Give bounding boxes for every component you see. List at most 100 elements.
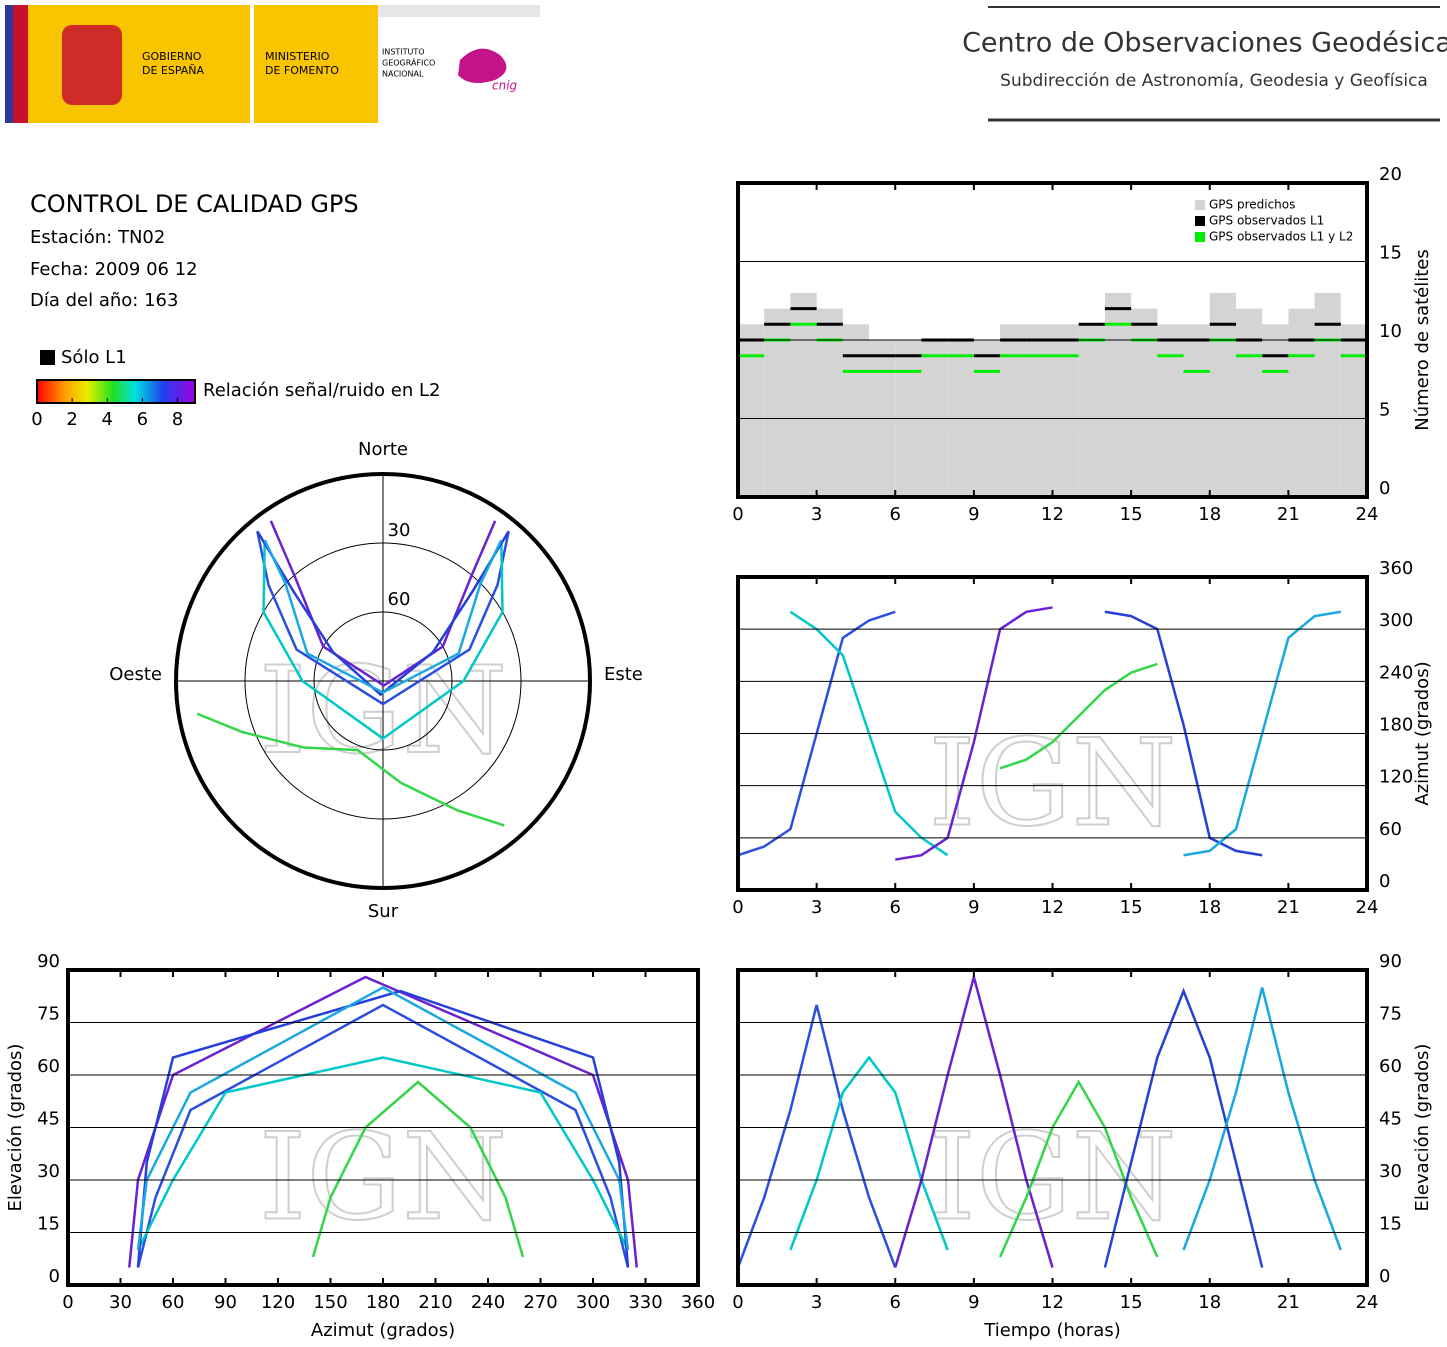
plot-frame [736,181,1369,499]
y-tick-label: 60 [1379,819,1402,840]
y-axis-label: Número de satélites [1412,249,1433,431]
x-tick-label: 0 [732,897,743,918]
colorbar-tick-label: 4 [101,409,112,430]
plot-frame [66,968,700,1287]
x-tick-label: 6 [890,897,901,918]
x-tick-label: 90 [214,1292,237,1313]
colorbar-tick-label: 0 [31,409,42,430]
y-tick-label: 30 [37,1161,60,1182]
legend-swatch [1195,216,1205,226]
x-tick-label: 150 [313,1292,347,1313]
x-tick-label: 240 [471,1292,505,1313]
x-tick-label: 6 [890,1292,901,1313]
y-tick-label: 15 [37,1214,60,1235]
y-tick-label: 10 [1379,321,1402,342]
x-tick-label: 15 [1120,897,1143,918]
track [736,1004,897,1268]
y-tick-label: 5 [1379,400,1390,421]
x-tick-label: 6 [890,504,901,525]
logo-text: NACIONAL [382,70,424,79]
bar [1209,292,1236,497]
sky-track [263,539,503,694]
logo-text: DE ESPAÑA [142,64,205,77]
y-tick-label: 240 [1379,662,1413,683]
bar [1262,324,1289,497]
x-tick-label: 3 [811,897,822,918]
plot-frame [736,575,1369,892]
x-tick-label: 180 [366,1292,400,1313]
x-tick-label: 210 [418,1292,452,1313]
legend-swatch [1195,232,1205,242]
x-tick-label: 360 [681,1292,715,1313]
x-tick-label: 300 [576,1292,610,1313]
header-subtitle: Subdirección de Astronomía, Geodesia y G… [1000,71,1428,91]
bar [1235,308,1263,497]
x-tick-label: 12 [1041,504,1064,525]
x-tick-label: 0 [732,504,743,525]
info-line: Día del año: 163 [30,290,178,311]
watermark: IGN [928,715,1176,854]
direction-label: Norte [358,439,408,460]
bar [1000,324,1027,497]
x-tick-label: 12 [1041,1292,1064,1313]
logo-text: GEOGRÁFICO [382,57,435,68]
bar [764,308,791,497]
watermark: IGN [259,1109,507,1248]
y-tick-label: 0 [1379,1266,1390,1287]
y-tick-label: 0 [49,1266,60,1287]
y-tick-label: 0 [1379,478,1390,499]
x-tick-label: 330 [628,1292,662,1313]
track [998,1079,1159,1258]
info-line: Fecha: 2009 06 12 [30,259,198,280]
y-axis-label: Elevación (grados) [5,1044,26,1212]
x-tick-label: 30 [109,1292,132,1313]
logo-text: DE FOMENTO [265,64,339,77]
gobierno-panel [28,5,250,123]
bar [1314,292,1341,497]
track [311,1080,525,1258]
plot-frame [736,968,1369,1287]
colorbar [36,379,196,404]
bar [1183,324,1210,497]
x-tick-label: 21 [1277,504,1300,525]
bar [816,308,843,497]
legend-label: GPS observados L1 [1209,214,1324,228]
x-tick-label: 3 [811,1292,822,1313]
logo-block: GOBIERNO DE ESPAÑA MINISTERIO DE FOMENTO… [5,5,540,123]
x-axis-label: Azimut (grados) [311,1320,455,1341]
colorbar-tick-label: 8 [172,409,183,430]
x-tick-label: 15 [1120,1292,1143,1313]
y-tick-label: 300 [1379,610,1413,631]
bar [1026,324,1053,497]
sky-track [256,530,510,697]
bar [1288,308,1315,497]
y-tick-label: 90 [1379,951,1402,972]
x-tick-label: 9 [968,1292,979,1313]
direction-label: Oeste [109,664,162,685]
cnig-logo [458,48,507,84]
y-tick-label: 60 [37,1056,60,1077]
legend-label: GPS predichos [1209,198,1295,212]
bar [1078,324,1105,497]
y-tick-label: 45 [1379,1109,1402,1130]
l1-legend: Sólo L1 [61,347,127,368]
polar-frame [174,472,592,890]
x-tick-label: 21 [1277,1292,1300,1313]
ring-label: 60 [388,589,411,610]
y-tick-label: 15 [1379,1214,1402,1235]
x-tick-label: 120 [261,1292,295,1313]
logo-text: INSTITUTO [382,48,425,57]
y-axis-label: Azimut (grados) [1412,661,1433,805]
logo-text: GOBIERNO [142,50,202,63]
ministerio-panel [254,5,378,123]
x-tick-label: 24 [1356,897,1379,918]
y-tick-label: 0 [1379,871,1390,892]
colorbar-label: Relación señal/ruido en L2 [203,380,440,401]
bar [1131,308,1158,497]
x-tick-label: 9 [968,897,979,918]
watermark: IGN [928,1109,1176,1248]
coat-of-arms [62,25,122,105]
x-tick-label: 0 [732,1292,743,1313]
